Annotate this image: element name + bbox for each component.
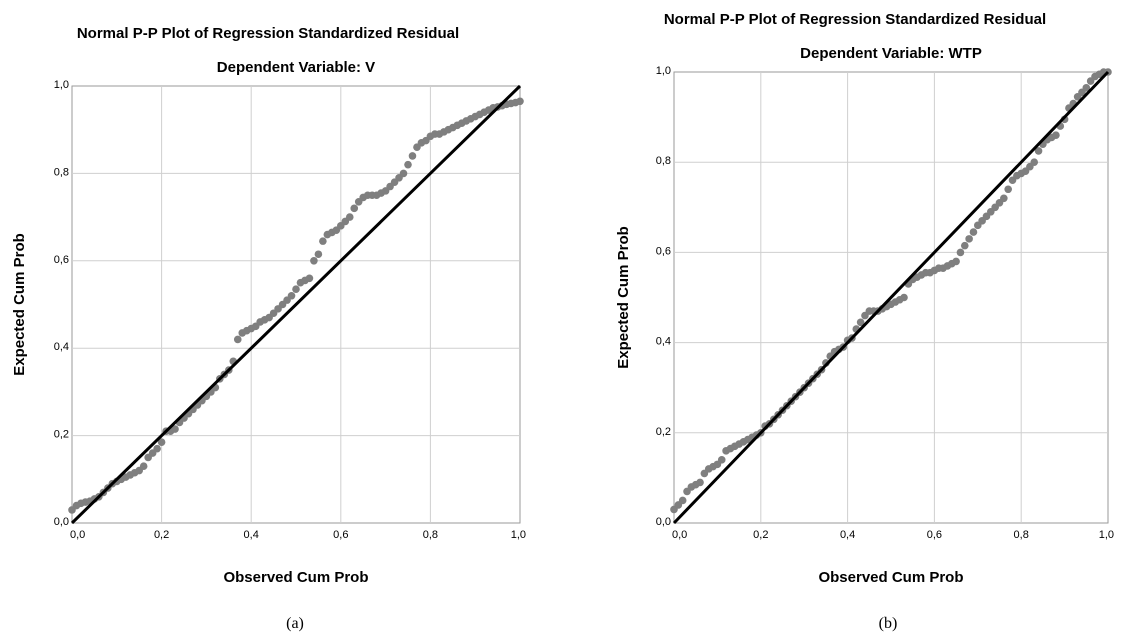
data-point xyxy=(319,237,327,245)
x-tick-label: 0,4 xyxy=(244,529,259,541)
y-tick-label: 0,6 xyxy=(656,245,671,257)
data-point xyxy=(1000,194,1008,203)
data-point xyxy=(350,204,359,213)
data-point xyxy=(139,462,148,470)
x-tick-label: 0,0 xyxy=(672,529,687,541)
pp-plot-b: Normal P-P Plot of Regression Standardiz… xyxy=(615,11,1114,632)
y-tick-label: 1,0 xyxy=(656,65,671,77)
data-point xyxy=(408,152,417,160)
panel-caption: (b) xyxy=(879,615,898,632)
y-tick-label: 1,0 xyxy=(54,79,69,91)
chart-subtitle: Dependent Variable: V xyxy=(217,59,375,76)
x-tick-label: 0,2 xyxy=(154,529,169,541)
chart-title: Normal P-P Plot of Regression Standardiz… xyxy=(77,25,459,42)
y-tick-label: 0,6 xyxy=(54,254,69,266)
data-point xyxy=(678,496,687,505)
data-point xyxy=(399,169,408,178)
data-point xyxy=(516,97,524,106)
data-point xyxy=(696,478,704,487)
x-tick-label: 1,0 xyxy=(511,529,526,541)
data-point xyxy=(310,257,318,265)
data-point xyxy=(956,248,965,257)
data-point xyxy=(287,291,296,300)
y-axis-label: Expected Cum Prob xyxy=(615,226,632,369)
data-point xyxy=(900,293,908,302)
x-axis-label: Observed Cum Prob xyxy=(818,569,963,586)
data-point xyxy=(153,444,161,453)
data-point xyxy=(1004,185,1012,194)
reference-line xyxy=(672,70,1110,525)
data-point xyxy=(171,425,179,433)
y-tick-label: 0,4 xyxy=(656,336,671,348)
data-point xyxy=(952,257,960,266)
reference-line xyxy=(70,84,522,525)
y-tick-label: 0,2 xyxy=(656,426,671,438)
data-point xyxy=(1030,158,1039,166)
pp-plot-a: Normal P-P Plot of Regression Standardiz… xyxy=(11,25,526,632)
y-tick-label: 0,4 xyxy=(54,341,69,353)
data-point xyxy=(856,318,865,327)
x-tick-label: 0,6 xyxy=(927,529,942,541)
data-point xyxy=(717,456,726,464)
y-tick-label: 0,8 xyxy=(54,166,69,178)
x-tick-label: 0,6 xyxy=(333,529,348,541)
data-point xyxy=(1082,83,1091,92)
data-point xyxy=(233,335,242,344)
y-tick-label: 0,2 xyxy=(54,429,69,441)
x-axis-label: Observed Cum Prob xyxy=(223,569,368,586)
data-point xyxy=(1052,131,1060,139)
x-tick-label: 1,0 xyxy=(1099,529,1114,541)
x-tick-label: 0,8 xyxy=(1014,529,1029,541)
y-tick-label: 0,0 xyxy=(54,516,69,528)
chart-subtitle: Dependent Variable: WTP xyxy=(800,45,982,62)
y-axis-label: Expected Cum Prob xyxy=(11,233,28,376)
data-point xyxy=(345,213,354,221)
chart-title: Normal P-P Plot of Regression Standardiz… xyxy=(664,11,1046,28)
y-tick-label: 0,0 xyxy=(656,516,671,528)
data-point xyxy=(305,274,314,283)
data-point xyxy=(157,438,166,446)
data-point xyxy=(1034,147,1043,155)
x-tick-label: 0,2 xyxy=(753,529,768,541)
data-point xyxy=(404,160,412,169)
x-tick-label: 0,8 xyxy=(423,529,438,541)
x-tick-label: 0,0 xyxy=(70,529,85,541)
y-tick-label: 0,8 xyxy=(656,155,671,167)
data-point xyxy=(965,235,973,243)
data-point xyxy=(292,285,300,294)
data-point xyxy=(960,241,969,250)
data-point xyxy=(969,228,978,236)
data-point xyxy=(314,250,323,259)
panel-caption: (a) xyxy=(286,615,304,632)
x-tick-label: 0,4 xyxy=(840,529,855,541)
